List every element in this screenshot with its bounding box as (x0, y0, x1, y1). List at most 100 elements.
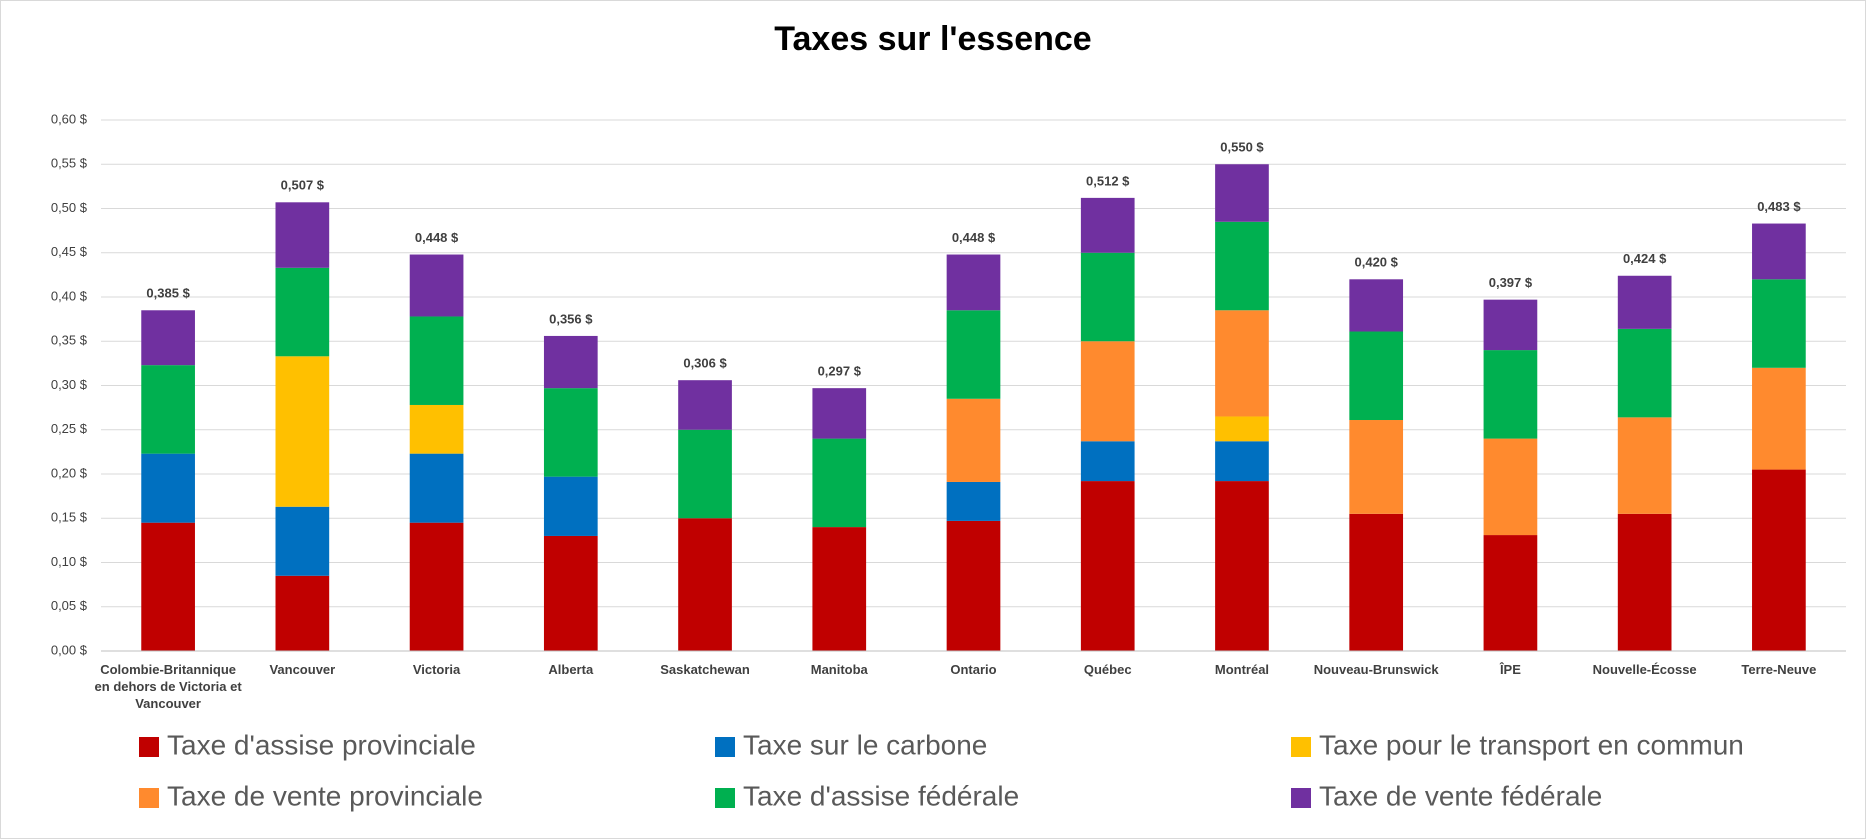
bar-segment (141, 365, 195, 454)
legend-label: Taxe de vente provinciale (167, 780, 483, 811)
bar-segment (946, 254, 1001, 311)
legend-swatch (139, 788, 159, 808)
bar-segment (1215, 481, 1269, 651)
bar-segment (678, 429, 732, 519)
total-label: 0,297 $ (818, 364, 862, 379)
bar-segment (275, 267, 330, 357)
x-tick-label: Nouveau-Brunswick (1313, 662, 1439, 677)
x-tick-label: Victoria (412, 662, 461, 677)
bar-segment (1080, 252, 1135, 342)
bar-segment (141, 522, 195, 651)
bar-segment (409, 316, 464, 405)
bar-segment (409, 254, 464, 317)
bar-segment (1617, 328, 1672, 418)
total-label: 0,306 $ (683, 356, 727, 371)
bar-segment (946, 398, 1001, 482)
bar-segment (275, 506, 330, 576)
bar-segment (946, 481, 1001, 521)
bar-segment (678, 380, 732, 430)
x-tick-label: Ontario (950, 662, 997, 677)
x-tick-label: Saskatchewan (660, 662, 750, 677)
bar-segment (543, 476, 598, 536)
bar-segment (1617, 417, 1672, 514)
bar-segment (1080, 441, 1135, 482)
bar-segment (409, 453, 464, 523)
x-tick-label: Manitoba (810, 662, 868, 677)
legend-swatch (715, 788, 735, 808)
bar-segment (1215, 441, 1269, 482)
x-tick-label: Colombie-Britannique en dehors de Victor… (94, 662, 242, 711)
y-tick-label: 0,50 $ (51, 200, 88, 215)
y-tick-label: 0,10 $ (51, 554, 88, 569)
bar-segment (678, 518, 732, 651)
bar-segment (812, 527, 867, 651)
bar-segment (543, 535, 598, 651)
bar-segment (1617, 513, 1672, 651)
total-label: 0,507 $ (281, 178, 325, 193)
bar-segment (275, 575, 330, 651)
y-tick-label: 0,35 $ (51, 333, 88, 348)
total-label: 0,356 $ (549, 311, 593, 326)
legend-label: Taxe d'assise provinciale (167, 729, 476, 760)
total-label: 0,483 $ (1757, 199, 1801, 214)
y-tick-label: 0,45 $ (51, 244, 88, 259)
legend-swatch (1291, 788, 1311, 808)
legend-label: Taxe d'assise fédérale (743, 780, 1019, 811)
total-label: 0,385 $ (146, 286, 190, 301)
bar-segment (409, 404, 464, 454)
x-tick-label: Nouvelle-Écosse (1592, 662, 1697, 677)
bar-segment (946, 310, 1001, 399)
bar-segment (1752, 367, 1806, 470)
x-tick-label: Vancouver (269, 662, 336, 677)
x-tick-label: ÎPE (1499, 662, 1521, 677)
bar-segment (946, 520, 1001, 651)
bar-segment (1483, 535, 1538, 651)
chart-title: Taxes sur l'essence (774, 20, 1091, 58)
bar-segment (1349, 513, 1404, 651)
total-label: 0,448 $ (952, 230, 996, 245)
bar-segment (1617, 275, 1672, 329)
total-label: 0,512 $ (1086, 173, 1130, 188)
y-tick-label: 0,20 $ (51, 465, 88, 480)
bar-segment (409, 522, 464, 651)
x-tick-label: Terre-Neuve (1741, 662, 1817, 677)
bar-segment (275, 202, 330, 268)
bar-segment (275, 356, 330, 507)
y-tick-label: 0,15 $ (51, 510, 88, 525)
x-tick-label: Montréal (1214, 662, 1270, 677)
bar-segment (141, 310, 195, 366)
total-label: 0,397 $ (1489, 275, 1533, 290)
y-tick-label: 0,60 $ (51, 111, 88, 126)
total-label: 0,448 $ (415, 230, 459, 245)
y-tick-label: 0,00 $ (51, 642, 88, 657)
legend-swatch (1291, 737, 1311, 757)
legend-label: Taxe sur le carbone (743, 729, 987, 760)
bar-segment (1080, 341, 1135, 442)
bar-segment (1752, 223, 1806, 280)
bar-segment (1349, 331, 1404, 421)
bar-segment (1483, 438, 1538, 536)
bar-segment (1215, 164, 1269, 222)
bar-segment (543, 388, 598, 477)
legend-label: Taxe pour le transport en commun (1319, 729, 1744, 760)
bar-segment (543, 335, 598, 389)
x-tick-label: Alberta (548, 662, 594, 677)
x-tick-label: Québec (1083, 662, 1132, 677)
y-tick-label: 0,55 $ (51, 156, 88, 171)
legend-swatch (139, 737, 159, 757)
bar-segment (141, 453, 195, 523)
bar-segment (1215, 310, 1269, 417)
bar-segment (1215, 221, 1269, 311)
bar-segment (1349, 420, 1404, 514)
total-label: 0,424 $ (1623, 251, 1667, 266)
bar-segment (1080, 197, 1135, 253)
bar-segment (812, 388, 867, 439)
bar-segment (1752, 469, 1806, 651)
y-tick-label: 0,40 $ (51, 288, 88, 303)
bar-segment (1752, 279, 1806, 368)
y-tick-label: 0,25 $ (51, 421, 88, 436)
bar-segment (1483, 299, 1538, 351)
y-tick-label: 0,05 $ (51, 598, 88, 613)
